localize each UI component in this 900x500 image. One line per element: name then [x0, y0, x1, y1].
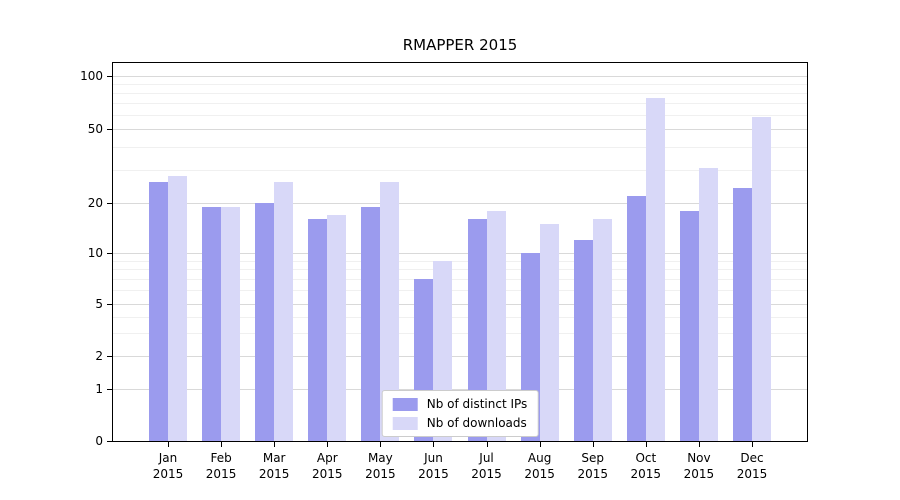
y-tick-mark [107, 441, 112, 442]
major-gridline [113, 75, 807, 77]
major-gridline [113, 128, 807, 130]
x-tick-mark [433, 442, 435, 447]
y-tick-label: 2 [95, 349, 103, 364]
bar-distinct-ips-oct [626, 195, 646, 441]
legend-label-distinct-ips: Nb of distinct IPs [426, 397, 528, 411]
x-tick-mark [592, 442, 594, 447]
bar-distinct-ips-feb [202, 206, 222, 441]
y-tick-mark [107, 356, 112, 358]
bar-distinct-ips-sep [573, 240, 593, 441]
bar-distinct-ips-dec [733, 188, 752, 441]
x-tick-label: Oct 2015 [630, 451, 662, 481]
x-tick-label: May 2015 [365, 451, 396, 481]
legend-swatch-distinct-ips [392, 397, 418, 411]
major-gridline [113, 203, 807, 205]
bar-distinct-ips-jan [149, 181, 168, 441]
legend-swatch-downloads [392, 416, 418, 430]
minor-gridline [113, 316, 807, 318]
legend-label-downloads: Nb of downloads [426, 416, 527, 430]
x-tick-label: Mar 2015 [258, 451, 290, 481]
minor-gridline [113, 333, 807, 335]
x-tick-label: Aug 2015 [524, 451, 555, 481]
bar-downloads-nov [698, 167, 718, 441]
minor-gridline [113, 103, 807, 105]
x-tick-mark [752, 442, 753, 447]
bar-distinct-ips-may [361, 206, 381, 441]
legend-item-distinct-ips: Nb of distinct IPs [392, 397, 528, 411]
major-gridline [113, 253, 807, 255]
minor-gridline [113, 146, 807, 148]
y-tick-mark [107, 203, 112, 205]
minor-gridline [113, 269, 807, 271]
x-tick-label: Jun 2015 [418, 451, 449, 481]
y-tick-mark [107, 389, 112, 391]
y-tick-label: 50 [87, 121, 103, 136]
y-tick-label: 0 [95, 434, 103, 448]
x-tick-mark [698, 442, 700, 447]
x-tick-mark [327, 442, 329, 447]
major-gridline [113, 356, 807, 358]
minor-gridline [113, 260, 807, 262]
bar-downloads-oct [645, 97, 665, 441]
y-tick-mark [107, 253, 112, 255]
chart-title: RMAPPER 2015 [402, 36, 518, 54]
x-tick-mark [380, 442, 382, 447]
minor-gridline [113, 92, 807, 94]
bar-distinct-ips-mar [255, 203, 275, 441]
x-tick-mark [539, 442, 541, 447]
y-tick-label: 5 [95, 296, 103, 311]
bar-distinct-ips-nov [679, 210, 699, 441]
y-tick-mark [107, 303, 112, 305]
minor-gridline [113, 279, 807, 281]
y-tick-mark [107, 128, 112, 130]
major-gridline [113, 389, 807, 391]
x-tick-mark [645, 442, 647, 447]
x-tick-mark [221, 442, 223, 447]
x-tick-label: Sep 2015 [577, 451, 608, 481]
bar-downloads-dec [752, 117, 771, 441]
minor-gridline [113, 114, 807, 116]
x-tick-label: Jul 2015 [471, 451, 502, 481]
x-tick-label: Feb 2015 [205, 451, 237, 481]
y-tick-mark [107, 75, 112, 77]
y-tick-label: 10 [87, 246, 103, 261]
x-tick-label: Nov 2015 [683, 451, 715, 481]
bar-distinct-ips-apr [308, 219, 328, 441]
y-tick-label: 100 [80, 68, 103, 83]
legend: Nb of distinct IPs Nb of downloads [381, 390, 539, 437]
bar-downloads-sep [592, 219, 612, 441]
x-tick-label: Jan 2015 [152, 451, 184, 481]
plot-area: Nb of distinct IPs Nb of downloads [112, 62, 808, 442]
y-tick-label: 20 [87, 196, 103, 211]
bar-downloads-may [380, 181, 400, 441]
bar-downloads-jan [168, 175, 187, 441]
bar-downloads-jul [486, 210, 506, 441]
bar-downloads-aug [539, 223, 559, 441]
bar-downloads-mar [274, 181, 294, 441]
x-tick-mark [168, 442, 169, 447]
bar-distinct-ips-jul [467, 219, 487, 441]
x-tick-mark [486, 442, 488, 447]
bar-downloads-feb [221, 206, 241, 441]
minor-gridline [113, 83, 807, 85]
x-tick-mark [274, 442, 276, 447]
minor-gridline [113, 290, 807, 292]
x-tick-label: Apr 2015 [311, 451, 343, 481]
legend-item-downloads: Nb of downloads [392, 416, 528, 430]
bar-downloads-apr [327, 214, 347, 441]
y-tick-label: 1 [95, 382, 103, 397]
major-gridline [113, 303, 807, 305]
minor-gridline [113, 170, 807, 172]
x-tick-label: Dec 2015 [736, 451, 768, 481]
